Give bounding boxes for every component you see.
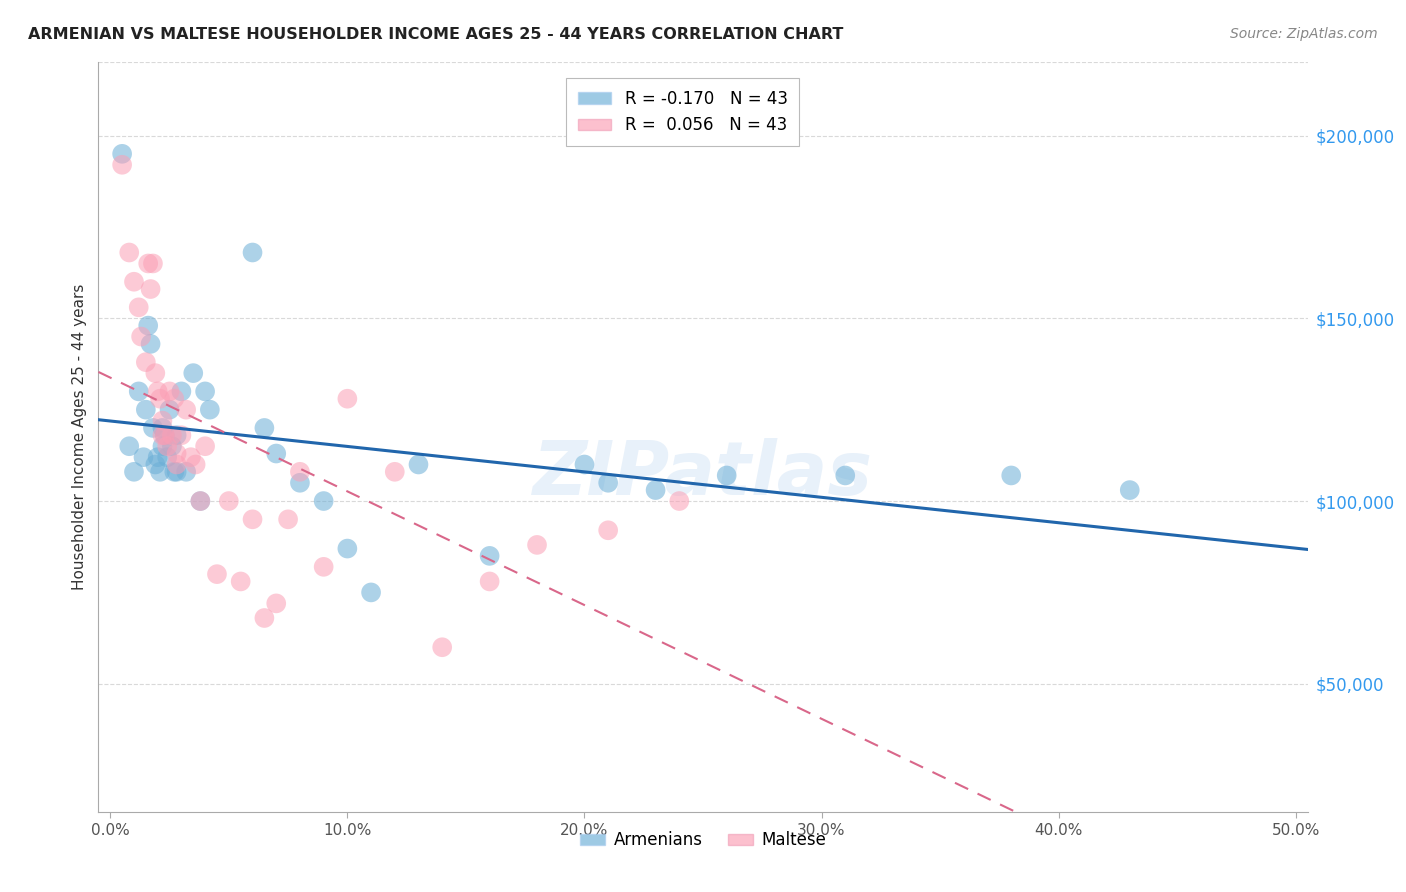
Point	[156, 450, 179, 465]
Point	[111, 158, 134, 172]
Point	[360, 585, 382, 599]
Point	[180, 450, 202, 465]
Point	[129, 329, 152, 343]
Point	[598, 523, 620, 537]
Point	[111, 146, 134, 161]
Point	[205, 567, 228, 582]
Point	[139, 282, 162, 296]
Point	[190, 494, 212, 508]
Point	[184, 458, 207, 472]
Point	[218, 494, 240, 508]
Point	[229, 574, 252, 589]
Point	[478, 574, 501, 589]
Point	[716, 468, 738, 483]
Point	[198, 402, 221, 417]
Point	[142, 421, 165, 435]
Point	[166, 465, 188, 479]
Point	[146, 450, 169, 465]
Point	[135, 402, 157, 417]
Point	[152, 421, 174, 435]
Point	[253, 421, 276, 435]
Point	[384, 465, 406, 479]
Point	[128, 384, 150, 399]
Point	[312, 559, 335, 574]
Point	[253, 611, 276, 625]
Point	[166, 428, 188, 442]
Point	[135, 355, 157, 369]
Point	[190, 494, 212, 508]
Point	[288, 475, 311, 490]
Point	[149, 465, 172, 479]
Point	[160, 428, 183, 442]
Point	[336, 541, 359, 556]
Point	[478, 549, 501, 563]
Point	[242, 245, 264, 260]
Point	[153, 428, 176, 442]
Point	[1000, 468, 1022, 483]
Point	[166, 446, 188, 460]
Legend: Armenians, Maltese: Armenians, Maltese	[574, 824, 832, 855]
Point	[118, 245, 141, 260]
Point	[242, 512, 264, 526]
Point	[170, 428, 193, 442]
Point	[288, 465, 311, 479]
Point	[174, 402, 197, 417]
Point	[574, 458, 596, 472]
Point	[143, 366, 166, 380]
Point	[181, 366, 204, 380]
Point	[166, 458, 188, 472]
Point	[118, 439, 141, 453]
Point	[644, 483, 666, 497]
Y-axis label: Householder Income Ages 25 - 44 years: Householder Income Ages 25 - 44 years	[72, 284, 87, 591]
Point	[336, 392, 359, 406]
Point	[149, 392, 172, 406]
Point	[153, 428, 176, 442]
Point	[264, 596, 287, 610]
Point	[142, 256, 165, 270]
Point	[264, 446, 287, 460]
Point	[160, 439, 183, 453]
Point	[408, 458, 430, 472]
Point	[159, 384, 181, 399]
Point	[136, 318, 159, 333]
Point	[194, 439, 217, 453]
Point	[834, 468, 856, 483]
Point	[152, 414, 174, 428]
Point	[194, 384, 217, 399]
Point	[277, 512, 299, 526]
Point	[163, 392, 186, 406]
Point	[598, 475, 620, 490]
Point	[122, 465, 145, 479]
Point	[1119, 483, 1142, 497]
Point	[136, 256, 159, 270]
Point	[156, 439, 179, 453]
Text: Source: ZipAtlas.com: Source: ZipAtlas.com	[1230, 27, 1378, 41]
Point	[526, 538, 548, 552]
Point	[163, 465, 186, 479]
Point	[432, 640, 454, 655]
Point	[122, 275, 145, 289]
Point	[132, 450, 155, 465]
Point	[152, 428, 174, 442]
Point	[159, 402, 181, 417]
Point	[312, 494, 335, 508]
Text: ARMENIAN VS MALTESE HOUSEHOLDER INCOME AGES 25 - 44 YEARS CORRELATION CHART: ARMENIAN VS MALTESE HOUSEHOLDER INCOME A…	[28, 27, 844, 42]
Point	[170, 384, 193, 399]
Point	[668, 494, 690, 508]
Point	[143, 458, 166, 472]
Point	[139, 337, 162, 351]
Point	[146, 384, 169, 399]
Text: ZIPatlas: ZIPatlas	[533, 438, 873, 511]
Point	[128, 301, 150, 315]
Point	[174, 465, 197, 479]
Point	[152, 439, 174, 453]
